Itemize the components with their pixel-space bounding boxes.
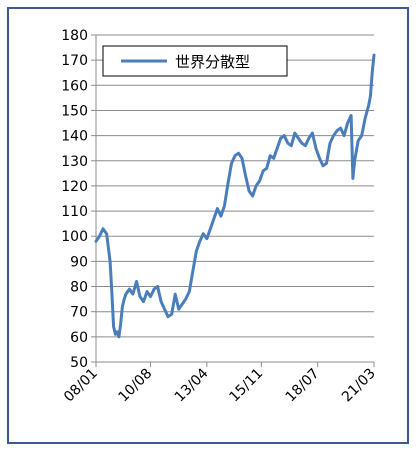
x-tick-labels: 08/01 10/08 13/04 15/11 18/07 21/03 <box>61 365 379 405</box>
legend-label: 世界分散型 <box>175 53 250 71</box>
y-tick-label: 90 <box>70 254 88 270</box>
x-tick-label: 21/03 <box>339 366 379 406</box>
y-tick-labels: 50 60 70 80 90 100 110 120 130 140 150 160 170 180 <box>61 28 88 371</box>
series-line-0 <box>94 53 376 339</box>
y-tick-label: 150 <box>61 103 88 119</box>
y-tick-label: 120 <box>61 179 88 195</box>
y-tick-label: 100 <box>61 229 88 245</box>
gridlines <box>91 34 374 363</box>
x-tick-label: 10/08 <box>116 366 156 406</box>
x-tick-label: 18/07 <box>283 366 323 406</box>
line-chart: 50 60 70 80 90 100 110 120 130 140 150 160 170 180 08… <box>61 28 379 405</box>
axes <box>95 35 375 367</box>
y-tick-label: 170 <box>61 53 88 69</box>
y-tick-label: 80 <box>70 280 88 296</box>
y-tick-label: 140 <box>61 129 88 145</box>
y-tick-label: 70 <box>70 305 88 321</box>
legend: 世界分散型 <box>102 45 288 77</box>
y-tick-label: 130 <box>61 154 88 170</box>
y-tick-label: 160 <box>61 78 88 94</box>
x-tick-label: 08/01 <box>61 366 101 406</box>
y-tick-label: 60 <box>70 330 88 346</box>
y-tick-label: 180 <box>61 28 88 44</box>
y-tick-label: 50 <box>70 355 88 371</box>
series-lines <box>94 53 376 339</box>
x-tick-label: 13/04 <box>172 365 212 405</box>
x-tick-label: 15/11 <box>226 366 266 406</box>
y-tick-label: 110 <box>61 204 88 220</box>
chart-frame: 50 60 70 80 90 100 110 120 130 140 150 160 170 180 08… <box>7 7 409 444</box>
